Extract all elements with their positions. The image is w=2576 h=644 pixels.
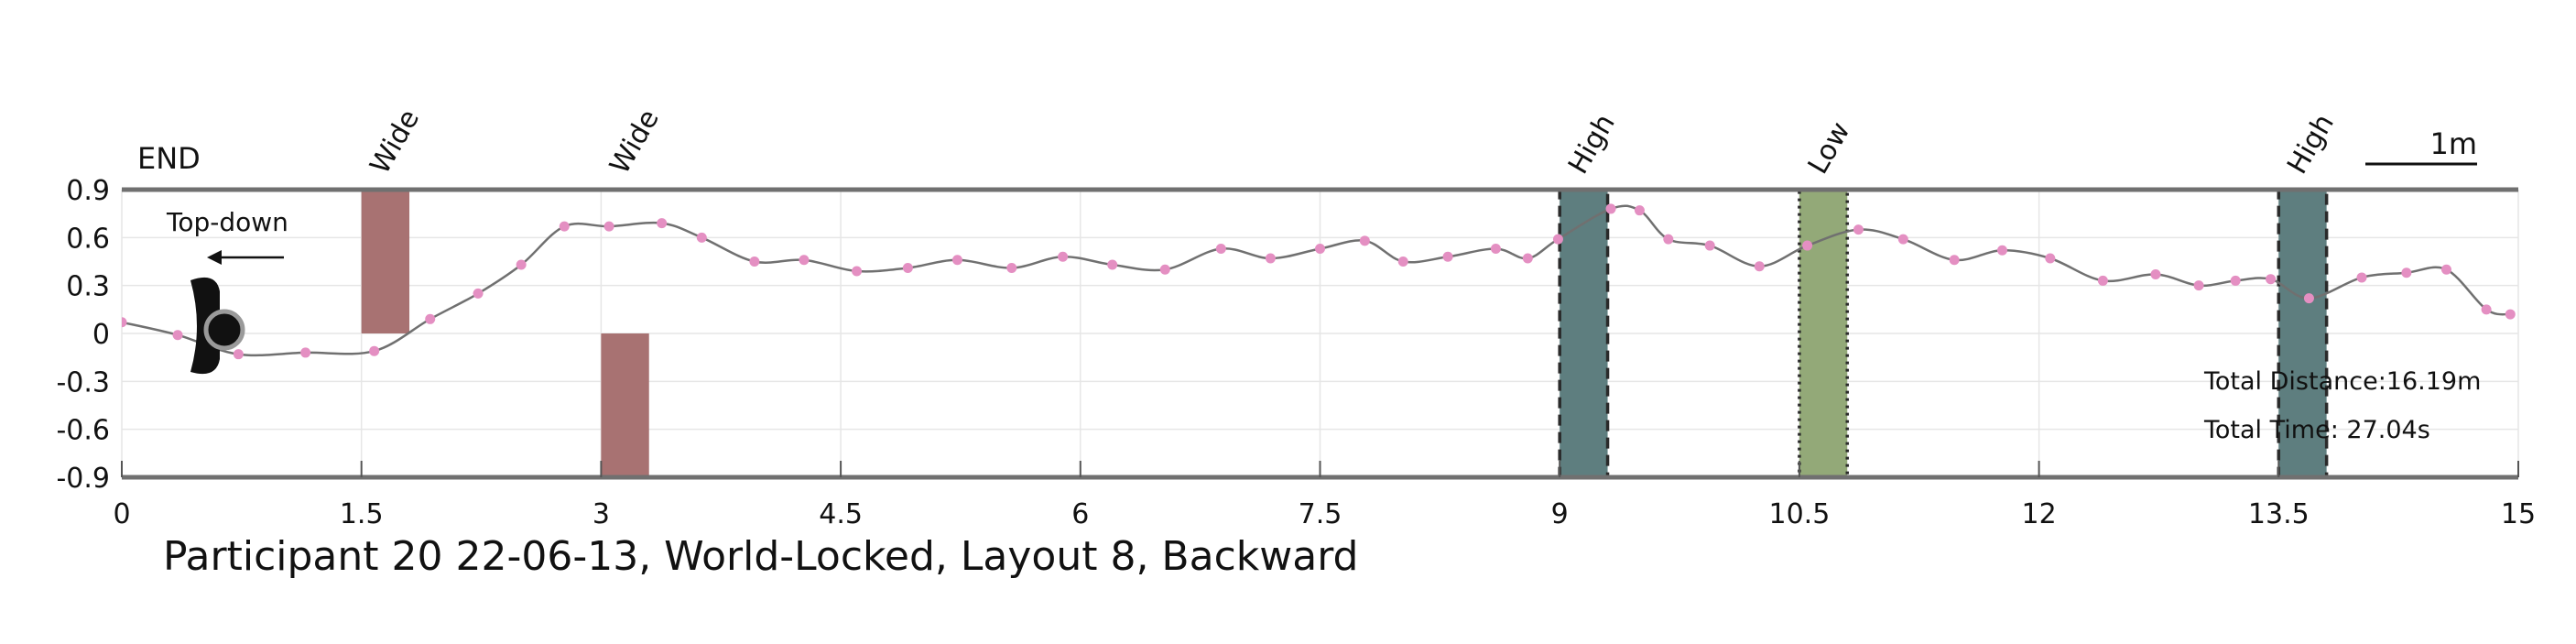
x-tick-label: 7.5 — [1299, 498, 1342, 530]
barrier-group — [361, 190, 649, 477]
data-point — [1949, 255, 1960, 266]
data-point — [603, 221, 614, 232]
data-point — [1996, 245, 2007, 256]
obstacle-label: High — [2281, 109, 2341, 180]
data-point — [852, 266, 863, 277]
y-tick-label: 0.6 — [66, 223, 110, 255]
data-point — [902, 262, 913, 273]
data-point — [2150, 268, 2161, 279]
scale-label: 1m — [2429, 126, 2477, 161]
x-tick-label: 12 — [2022, 498, 2057, 530]
end-label: END — [137, 141, 201, 176]
data-point — [1605, 203, 1616, 214]
obstacle-label: Wide — [364, 104, 426, 180]
x-tick-label: 9 — [1551, 498, 1569, 530]
orientation-label: Top-down — [166, 207, 288, 237]
data-point — [696, 232, 707, 243]
obstacle-label: Low — [1802, 116, 1857, 180]
gate-group — [1558, 188, 2329, 479]
data-point — [300, 347, 311, 358]
obstacle-labels: Wide Wide High Low High — [364, 104, 2340, 180]
data-point — [1634, 205, 1645, 216]
data-point — [1315, 244, 1325, 255]
data-point — [2045, 253, 2056, 264]
data-point — [1397, 257, 1408, 267]
data-point — [559, 221, 570, 232]
data-point — [1159, 264, 1170, 275]
data-point — [2266, 274, 2277, 285]
obstacle-label: Wide — [603, 104, 666, 180]
y-tick-label: 0.3 — [66, 271, 110, 303]
data-point — [172, 330, 183, 341]
data-point — [233, 349, 244, 360]
total-distance: Total Distance:16.19m — [2203, 367, 2481, 396]
data-point — [2303, 293, 2314, 304]
data-point — [1704, 240, 1715, 251]
data-point — [1442, 251, 1453, 262]
x-tick-label: 3 — [592, 498, 610, 530]
data-point — [749, 257, 760, 267]
data-point — [1663, 234, 1674, 245]
data-point — [657, 218, 668, 229]
grid-lines — [121, 189, 2519, 478]
data-point — [2356, 272, 2367, 283]
data-point — [425, 313, 436, 324]
data-point — [2505, 309, 2516, 320]
data-point — [1552, 234, 1563, 245]
data-point — [2481, 304, 2492, 315]
data-point — [473, 288, 484, 299]
data-point — [516, 259, 527, 270]
trajectory-group — [122, 203, 2516, 360]
x-axis-ticks: 0 1.5 3 4.5 6 7.5 9 10.5 12 13.5 15 — [113, 461, 2536, 530]
barrier-bar — [601, 333, 649, 477]
scale-bar: 1m — [2365, 126, 2477, 166]
person-head-icon — [203, 309, 245, 351]
data-point — [1490, 244, 1501, 255]
data-point — [2097, 275, 2108, 286]
x-tick-label: 10.5 — [1769, 498, 1831, 530]
data-point — [122, 317, 127, 328]
data-point — [2401, 267, 2412, 278]
data-point — [1802, 240, 1813, 251]
y-tick-label: 0.9 — [66, 175, 110, 207]
data-point — [1107, 259, 1118, 270]
data-point — [1006, 262, 1017, 273]
gate-bar — [1798, 188, 1849, 479]
gate-bar — [1558, 188, 1610, 479]
data-point — [2193, 280, 2204, 291]
x-tick-label: 4.5 — [819, 498, 863, 530]
data-point — [1853, 224, 1864, 235]
x-tick-label: 13.5 — [2248, 498, 2310, 530]
x-tick-label: 0 — [113, 498, 130, 530]
gate-bar — [2277, 188, 2329, 479]
total-time: Total Time: 27.04s — [2203, 416, 2430, 444]
data-point — [799, 255, 810, 266]
x-tick-label: 1.5 — [340, 498, 384, 530]
data-point — [1359, 235, 1370, 246]
direction-arrow-icon — [207, 250, 222, 265]
x-tick-label: 6 — [1071, 498, 1089, 530]
orientation-indicator: Top-down — [166, 207, 288, 375]
chart-title: Participant 20 22-06-13, World-Locked, L… — [163, 533, 1358, 580]
data-point — [2440, 264, 2451, 275]
obstacle-label: High — [1562, 109, 1622, 180]
y-tick-label: -0.9 — [56, 463, 110, 495]
y-tick-label: -0.3 — [56, 366, 110, 398]
data-point — [1215, 244, 1226, 255]
y-tick-label: -0.6 — [56, 415, 110, 447]
data-point — [2230, 275, 2241, 286]
data-point — [369, 345, 380, 356]
barrier-bar — [361, 190, 410, 333]
y-tick-label: 0 — [92, 319, 110, 351]
data-point — [951, 255, 962, 266]
x-tick-label: 15 — [2501, 498, 2536, 530]
data-point — [1897, 234, 1908, 245]
data-point — [1058, 251, 1069, 262]
data-point — [1522, 253, 1533, 264]
data-point — [1754, 261, 1765, 272]
data-point — [1265, 253, 1276, 264]
y-axis-ticks: 0.9 0.6 0.3 0 -0.3 -0.6 -0.9 — [56, 175, 110, 495]
